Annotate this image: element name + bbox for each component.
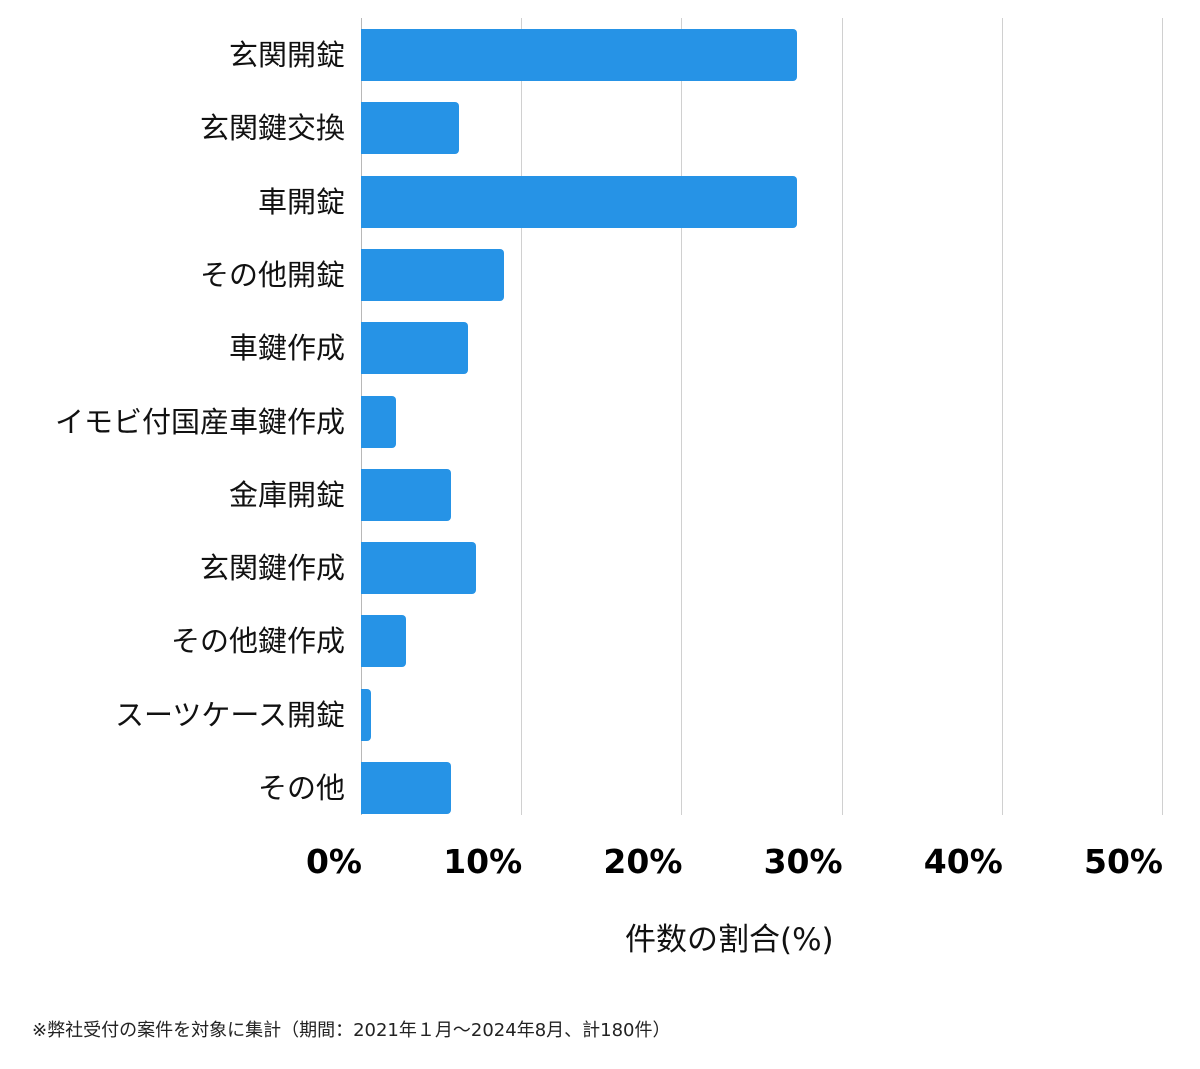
plot-area bbox=[361, 18, 1163, 815]
bar bbox=[361, 395, 397, 448]
category-label: スーツケース開錠 bbox=[115, 697, 345, 732]
gridline bbox=[681, 18, 682, 815]
bar bbox=[361, 248, 504, 301]
category-label: その他鍵作成 bbox=[170, 624, 345, 659]
x-axis-label: 件数の割合(%) bbox=[625, 922, 834, 958]
x-tick-label: 50% bbox=[1084, 842, 1163, 881]
x-tick-label: 0% bbox=[305, 842, 362, 881]
category-label: 車鍵作成 bbox=[228, 331, 345, 366]
bar bbox=[361, 762, 451, 814]
bar bbox=[361, 175, 797, 228]
gridline bbox=[521, 18, 522, 815]
bar bbox=[361, 615, 406, 668]
category-label: 車開錠 bbox=[257, 184, 345, 219]
category-label: その他 bbox=[257, 771, 345, 805]
bar bbox=[361, 322, 469, 375]
gridline bbox=[842, 18, 843, 815]
category-label: 金庫開錠 bbox=[228, 477, 345, 512]
category-label: イモビ付国産車鍵作成 bbox=[54, 404, 345, 439]
category-label: その他開錠 bbox=[199, 257, 345, 292]
category-label: 玄関開錠 bbox=[228, 38, 345, 72]
x-tick-label: 40% bbox=[923, 842, 1003, 881]
bar bbox=[361, 29, 797, 81]
bar bbox=[361, 688, 371, 741]
footnote: ※弊社受付の案件を対象に集計（期間：2021年１月〜2024年8月、計180件） bbox=[32, 1020, 671, 1041]
bar bbox=[361, 102, 459, 155]
category-label: 玄関鍵作成 bbox=[199, 551, 345, 586]
x-tick-label: 10% bbox=[443, 842, 523, 881]
x-tick-label: 20% bbox=[603, 842, 683, 881]
gridline bbox=[1162, 18, 1163, 815]
gridline bbox=[1002, 18, 1003, 815]
bar bbox=[361, 542, 477, 595]
bar bbox=[361, 468, 451, 521]
x-tick-label: 30% bbox=[763, 842, 843, 881]
category-label: 玄関鍵交換 bbox=[199, 111, 345, 146]
